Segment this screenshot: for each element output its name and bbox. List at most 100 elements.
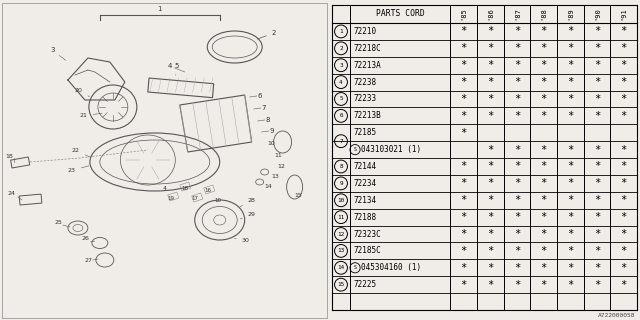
- Text: 72185: 72185: [353, 128, 376, 137]
- Text: 7: 7: [262, 105, 266, 111]
- Text: *: *: [621, 60, 627, 70]
- Text: *: *: [594, 111, 600, 121]
- Text: *: *: [487, 77, 493, 87]
- Text: *: *: [541, 77, 547, 87]
- Text: 1: 1: [339, 29, 343, 34]
- Text: *: *: [594, 43, 600, 53]
- Text: *: *: [487, 229, 493, 239]
- Text: *: *: [541, 94, 547, 104]
- Text: 72213B: 72213B: [353, 111, 381, 120]
- Text: *: *: [567, 94, 573, 104]
- Bar: [148, 78, 214, 98]
- Text: 11: 11: [337, 215, 344, 220]
- Text: 043103021 (1): 043103021 (1): [361, 145, 421, 154]
- Text: *: *: [487, 94, 493, 104]
- Text: 4: 4: [163, 186, 167, 191]
- Text: *: *: [567, 229, 573, 239]
- Text: 14: 14: [265, 184, 273, 189]
- Text: *: *: [567, 27, 573, 36]
- Text: *: *: [514, 60, 520, 70]
- Text: *: *: [594, 94, 600, 104]
- Text: 9: 9: [269, 128, 274, 134]
- Text: A722000058: A722000058: [598, 313, 635, 318]
- Text: *: *: [541, 195, 547, 205]
- Text: 22: 22: [72, 148, 90, 157]
- Text: *: *: [594, 280, 600, 290]
- Text: 13: 13: [271, 174, 280, 179]
- Text: *: *: [461, 43, 467, 53]
- Text: *: *: [541, 145, 547, 155]
- Text: *: *: [567, 212, 573, 222]
- Text: *: *: [567, 145, 573, 155]
- Text: *: *: [621, 195, 627, 205]
- Text: 27: 27: [85, 258, 93, 263]
- Text: 5: 5: [339, 96, 343, 101]
- Text: *: *: [461, 280, 467, 290]
- Text: *: *: [541, 246, 547, 256]
- Text: *: *: [487, 60, 493, 70]
- Text: *: *: [594, 60, 600, 70]
- Text: 1: 1: [157, 6, 162, 12]
- Text: 4: 4: [168, 63, 172, 69]
- Text: *: *: [567, 162, 573, 172]
- Text: 5: 5: [175, 63, 179, 75]
- Text: *: *: [621, 94, 627, 104]
- Text: '85: '85: [461, 8, 467, 20]
- Text: *: *: [514, 162, 520, 172]
- Text: 29: 29: [240, 212, 256, 219]
- Text: *: *: [514, 246, 520, 256]
- Text: *: *: [567, 263, 573, 273]
- Text: *: *: [514, 43, 520, 53]
- Text: 13: 13: [337, 248, 344, 253]
- Text: *: *: [461, 178, 467, 188]
- Text: 19: 19: [168, 196, 175, 201]
- Text: *: *: [621, 263, 627, 273]
- Text: 3: 3: [50, 47, 66, 60]
- Text: '89: '89: [567, 8, 573, 20]
- Text: 14: 14: [337, 265, 344, 270]
- Text: *: *: [487, 263, 493, 273]
- Text: *: *: [621, 229, 627, 239]
- Bar: [19, 194, 42, 205]
- Text: *: *: [567, 43, 573, 53]
- Text: *: *: [594, 178, 600, 188]
- Text: *: *: [621, 246, 627, 256]
- Text: 72234: 72234: [353, 179, 376, 188]
- Text: 16: 16: [205, 188, 212, 193]
- Text: 3: 3: [339, 63, 343, 68]
- Text: *: *: [541, 229, 547, 239]
- Text: *: *: [567, 111, 573, 121]
- Text: 72323C: 72323C: [353, 229, 381, 238]
- Text: 28: 28: [240, 198, 255, 207]
- Text: *: *: [541, 263, 547, 273]
- Text: *: *: [514, 195, 520, 205]
- Text: *: *: [461, 77, 467, 87]
- Text: 17: 17: [192, 196, 199, 201]
- Text: 7: 7: [339, 139, 343, 144]
- Text: '87: '87: [514, 8, 520, 20]
- Text: *: *: [461, 195, 467, 205]
- Text: 72185C: 72185C: [353, 246, 381, 255]
- Text: *: *: [594, 212, 600, 222]
- Text: *: *: [487, 162, 493, 172]
- Text: *: *: [621, 280, 627, 290]
- Text: *: *: [461, 246, 467, 256]
- Text: *: *: [514, 111, 520, 121]
- Text: 6: 6: [258, 93, 262, 99]
- Text: S: S: [354, 147, 356, 152]
- Text: 12: 12: [278, 164, 285, 169]
- Text: 21: 21: [80, 113, 102, 118]
- Text: 8: 8: [339, 164, 343, 169]
- Text: *: *: [514, 229, 520, 239]
- Text: *: *: [567, 178, 573, 188]
- Text: *: *: [594, 229, 600, 239]
- Text: 10: 10: [337, 198, 344, 203]
- Text: *: *: [461, 128, 467, 138]
- Text: *: *: [461, 111, 467, 121]
- Text: *: *: [621, 145, 627, 155]
- Text: *: *: [461, 229, 467, 239]
- Text: *: *: [621, 162, 627, 172]
- Text: 10: 10: [215, 198, 221, 203]
- Text: *: *: [461, 60, 467, 70]
- Text: *: *: [594, 162, 600, 172]
